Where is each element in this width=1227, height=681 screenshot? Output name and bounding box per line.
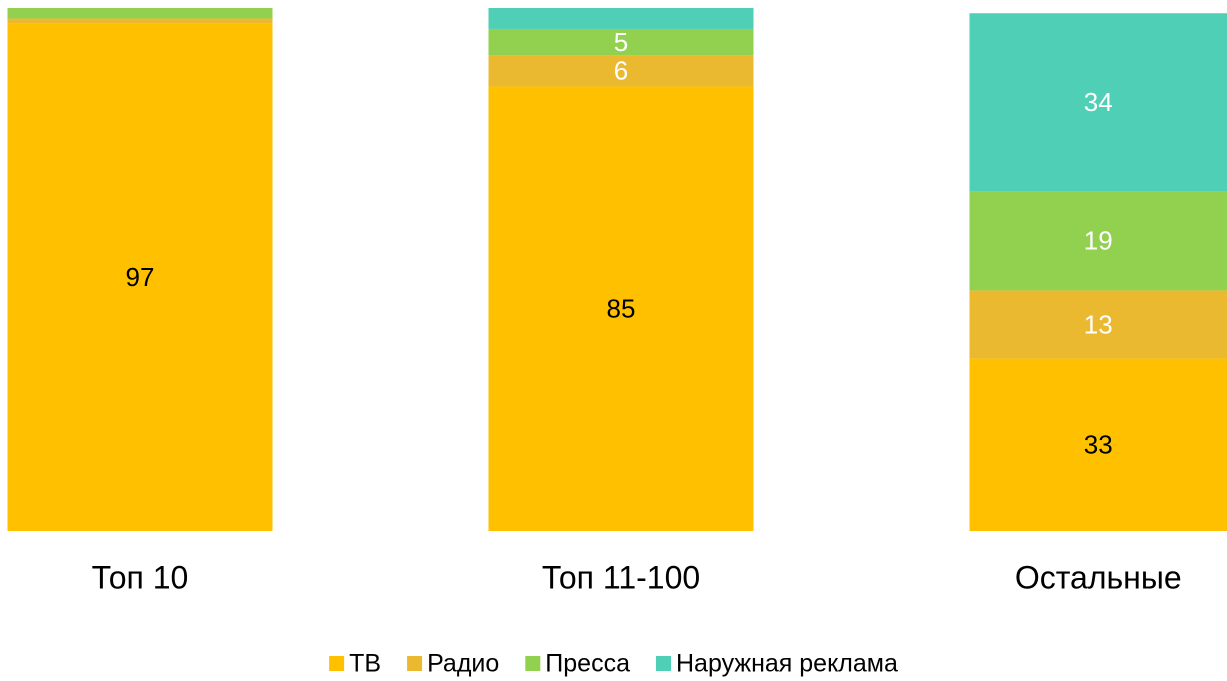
legend-label: Радио bbox=[427, 650, 499, 678]
x-tick-label: Топ 11-100 bbox=[542, 559, 700, 595]
bar-segment bbox=[7, 18, 273, 24]
legend-swatch bbox=[407, 656, 423, 671]
legend-swatch bbox=[525, 656, 541, 671]
value-label: 97 bbox=[126, 262, 155, 292]
value-label: 19 bbox=[1084, 226, 1113, 256]
bar-segment bbox=[488, 86, 754, 531]
value-label: 33 bbox=[1084, 430, 1113, 460]
bar-segment bbox=[488, 8, 754, 29]
bar-segment bbox=[488, 28, 754, 56]
legend-label: ТВ bbox=[349, 650, 381, 678]
legend-label: Наружная реклама bbox=[676, 650, 898, 678]
legend-swatch bbox=[655, 656, 671, 671]
bar-segment bbox=[7, 23, 273, 531]
bar-segment bbox=[7, 8, 273, 19]
bar-segment bbox=[969, 191, 1227, 291]
value-label: 13 bbox=[1084, 309, 1113, 339]
x-tick-label: Топ 10 bbox=[92, 559, 189, 595]
value-label: 34 bbox=[1084, 87, 1113, 117]
legend-label: Пресса bbox=[545, 650, 630, 678]
bar-segment bbox=[488, 55, 754, 87]
value-label: 6 bbox=[614, 56, 628, 86]
value-label: 85 bbox=[607, 294, 636, 324]
legend-swatch bbox=[329, 656, 345, 671]
value-label: 5 bbox=[614, 27, 628, 57]
bar-segment bbox=[969, 290, 1227, 359]
bar-segment bbox=[969, 13, 1227, 192]
bar-segment bbox=[969, 358, 1227, 531]
x-tick-label: Остальные bbox=[1015, 559, 1182, 595]
